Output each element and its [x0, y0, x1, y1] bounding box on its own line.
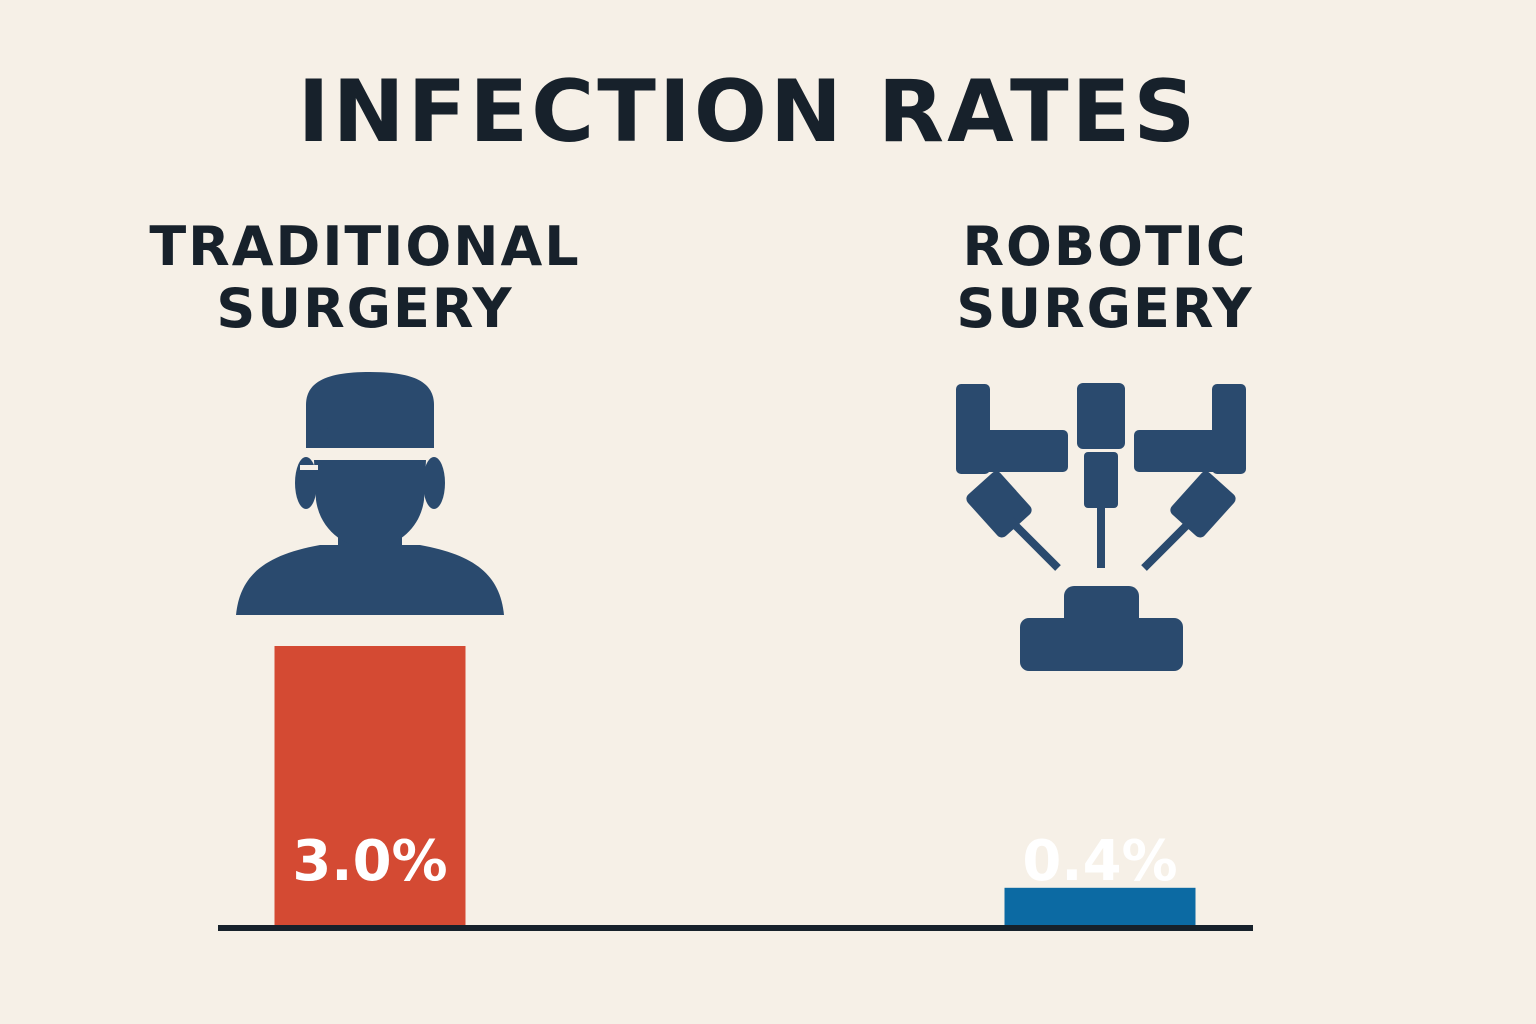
chart-title: INFECTION RATES — [297, 62, 1199, 162]
bar-traditional-surgery — [274, 646, 466, 925]
category-label-line: TRADITIONAL — [149, 215, 581, 278]
bar-value-label: 3.0% — [292, 829, 447, 894]
category-label-line: SURGERY — [956, 277, 1254, 340]
surgeon-icon — [236, 372, 504, 615]
category-label-traditional-surgery: TRADITIONAL SURGERY — [140, 216, 590, 340]
surgical-robot-icon — [956, 383, 1246, 671]
category-label-line: SURGERY — [216, 277, 514, 340]
category-label-robotic-surgery: ROBOTIC SURGERY — [935, 216, 1275, 340]
bar-robotic-surgery — [1004, 887, 1196, 925]
bar-value-label: 0.4% — [1022, 829, 1177, 894]
category-label-line: ROBOTIC — [962, 215, 1248, 278]
